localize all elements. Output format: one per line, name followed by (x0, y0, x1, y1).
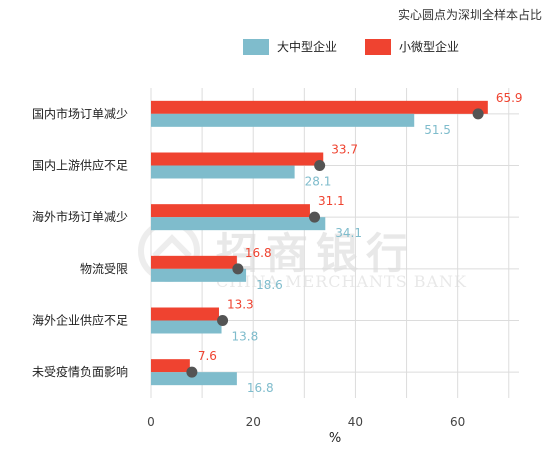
bar-large (151, 165, 295, 179)
category-label: 物流受限 (80, 262, 128, 276)
data-label-small: 16.8 (245, 246, 272, 260)
category-label: 海外市场订单减少 (32, 209, 128, 224)
x-tick-label: 60 (450, 415, 465, 429)
data-label-large: 51.5 (424, 123, 451, 137)
legend-swatch-small (365, 38, 392, 55)
bar-small (151, 204, 310, 218)
bar-small (151, 100, 488, 114)
sample-dot (309, 211, 321, 223)
sample-dot (472, 108, 484, 120)
bar-large (151, 113, 415, 127)
watermark: 招商银行 CHINA MERCHANTS BANK (138, 220, 468, 310)
x-tick-label: 40 (348, 415, 363, 429)
legend: 大中型企业 小微型企业 (243, 38, 487, 55)
x-axis-label: % (329, 431, 341, 446)
legend-label-small: 小微型企业 (399, 40, 460, 54)
bar-large (151, 372, 237, 386)
data-label-small: 7.6 (198, 349, 217, 363)
category-label: 海外企业供应不足 (32, 313, 128, 328)
bar-small (151, 152, 324, 166)
category-label: 国内市场订单减少 (32, 106, 128, 121)
data-label-small: 31.1 (318, 194, 345, 208)
category-label: 未受疫情负面影响 (32, 364, 128, 379)
data-label-large: 18.6 (256, 278, 283, 292)
watermark-cn: 招商银行 (216, 229, 417, 278)
legend-item-small: 小微型企业 (365, 38, 459, 55)
category-label: 国内上游供应不足 (32, 158, 128, 173)
bar-small (151, 307, 219, 321)
data-label-large: 28.1 (305, 175, 332, 189)
sample-dot (232, 263, 244, 275)
data-label-large: 16.8 (247, 381, 274, 395)
x-tick-label: 20 (246, 415, 261, 429)
x-tick-label: 0 (147, 415, 155, 429)
data-label-small: 65.9 (496, 91, 523, 105)
bar-small (151, 255, 237, 269)
legend-item-large: 大中型企业 (243, 38, 337, 55)
data-label-small: 13.3 (227, 298, 254, 312)
data-label-large: 34.1 (335, 226, 362, 240)
legend-label-large: 大中型企业 (277, 40, 338, 54)
watermark-en: CHINA MERCHANTS BANK (216, 272, 467, 291)
data-label-large: 13.8 (232, 330, 259, 344)
legend-swatch-large (243, 38, 269, 55)
chart-note: 实心圆点为深圳全样本占比 (397, 8, 542, 22)
bar-small (151, 359, 190, 373)
bar-large (151, 217, 326, 231)
sample-dot (217, 315, 229, 326)
sample-dot (186, 366, 198, 378)
bar-large (151, 320, 222, 334)
data-label-small: 33.7 (331, 143, 358, 157)
bar-large (151, 268, 247, 282)
sample-dot (314, 160, 326, 171)
